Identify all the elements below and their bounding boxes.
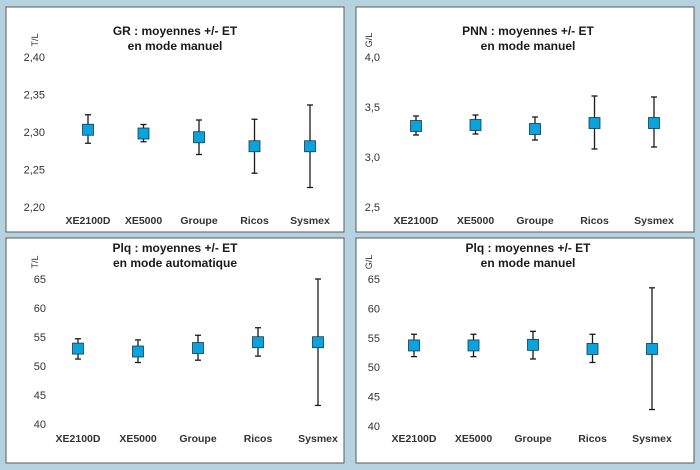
x-tick-label: XE5000: [455, 433, 493, 445]
mean-marker: [586, 343, 599, 355]
y-tick-label: 3,5: [365, 102, 380, 114]
y-tick-label: 2,25: [24, 165, 45, 177]
chart-title-line-2: en mode manuel: [481, 39, 576, 53]
mean-marker: [248, 140, 261, 153]
y-tick-label: 50: [34, 361, 46, 373]
y-tick-label: 55: [368, 333, 380, 345]
x-tick-label: Groupe: [179, 433, 216, 445]
chart-title-line-2: en mode manuel: [128, 39, 223, 53]
y-tick-label: 2,40: [24, 52, 45, 64]
x-tick-label: Ricos: [578, 433, 607, 445]
mean-marker: [132, 345, 144, 358]
chart-panel-plq-manual: Plq : moyennes +/- ET en mode manuel G/L…: [355, 237, 695, 464]
y-tick-label: 45: [368, 392, 380, 404]
y-tick-label: 60: [368, 303, 380, 315]
chart-title-line-1: PNN : moyennes +/- ET: [462, 24, 594, 38]
mean-marker: [72, 342, 84, 355]
plot-area: 2,5 3,0 3,5 4,0 XE2100D XE5000 Groupe Ricos Sysm…: [365, 52, 674, 227]
y-unit-label: T/L: [30, 33, 40, 46]
chart-panel-plq-auto: Plq : moyennes +/- ET en mode automatiqu…: [5, 237, 345, 464]
chart-title-line-1: Plq : moyennes +/- ET: [112, 241, 238, 255]
mean-marker: [312, 336, 324, 349]
x-tick-label: XE2100D: [394, 215, 439, 227]
mean-marker: [646, 343, 658, 355]
x-tick-label: Ricos: [580, 215, 609, 227]
y-tick-label: 65: [368, 274, 380, 286]
x-tick-label: XE2100D: [66, 215, 111, 227]
y-tick-label: 4,0: [365, 52, 380, 64]
chart-title-line-2: en mode automatique: [113, 256, 237, 270]
panel-frame: [355, 6, 695, 233]
x-tick-label: Sysmex: [290, 215, 330, 227]
x-tick-label: XE5000: [457, 215, 495, 227]
mean-marker: [588, 117, 601, 129]
mean-marker: [410, 120, 422, 132]
y-tick-label: 65: [34, 274, 46, 286]
x-tick-label: Ricos: [240, 215, 269, 227]
mean-marker: [304, 140, 316, 153]
mean-marker: [252, 336, 264, 349]
x-tick-label: Sysmex: [632, 433, 672, 445]
y-tick-label: 60: [34, 303, 46, 315]
y-tick-label: 2,35: [24, 90, 45, 102]
y-tick-label: 2,5: [365, 202, 380, 214]
mean-marker: [408, 339, 420, 352]
x-tick-label: Groupe: [180, 215, 217, 227]
chart-title-line-1: Plq : moyennes +/- ET: [465, 241, 591, 255]
y-tick-label: 2,30: [24, 127, 45, 139]
x-tick-label: Ricos: [244, 433, 273, 445]
y-tick-label: 3,0: [365, 152, 380, 164]
x-tick-label: XE5000: [119, 433, 157, 445]
y-tick-label: 2,20: [24, 202, 45, 214]
x-tick-label: Sysmex: [298, 433, 338, 445]
mean-marker: [527, 338, 539, 351]
panel-frame: [5, 237, 345, 464]
chart-panel-gr: GR : moyennes +/- ET en mode manuel T/L …: [5, 6, 345, 233]
x-tick-label: Groupe: [514, 433, 551, 445]
mean-marker: [82, 123, 94, 136]
x-tick-label: XE2100D: [392, 433, 437, 445]
chart-panel-pnn: PNN : moyennes +/- ET en mode manuel G/L…: [355, 6, 695, 233]
mean-marker: [469, 119, 482, 131]
y-unit-label: G/L: [364, 255, 374, 270]
y-unit-label: G/L: [364, 33, 374, 48]
x-tick-label: XE5000: [125, 215, 163, 227]
plot-area: 40 45 50 55 60 65 XE2100D XE5000 Groupe Ricos Sysm…: [34, 274, 338, 445]
y-tick-label: 50: [368, 362, 380, 374]
panel-frame: [5, 6, 345, 233]
x-tick-label: XE2100D: [56, 433, 101, 445]
y-tick-label: 55: [34, 332, 46, 344]
y-tick-label: 40: [368, 421, 380, 433]
chart-title-line-1: GR : moyennes +/- ET: [113, 24, 238, 38]
mean-marker: [192, 342, 204, 354]
x-tick-label: Sysmex: [634, 215, 674, 227]
y-tick-label: 40: [34, 419, 46, 431]
mean-marker: [529, 123, 541, 135]
y-tick-label: 45: [34, 390, 46, 402]
x-tick-label: Groupe: [516, 215, 553, 227]
mean-marker: [467, 339, 480, 352]
mean-marker: [193, 131, 205, 144]
plot-area: 40 45 50 55 60 65 XE2100D XE5000 Groupe Ricos Sysm…: [368, 274, 672, 445]
chart-title-line-2: en mode manuel: [481, 256, 576, 270]
mean-marker: [137, 127, 150, 140]
plot-area: 2,20 2,25 2,30 2,35 2,40 XE2100D XE5000 Groupe R…: [24, 52, 330, 227]
panel-frame: [355, 237, 695, 464]
mean-marker: [648, 117, 660, 129]
y-unit-label: T/L: [30, 255, 40, 268]
